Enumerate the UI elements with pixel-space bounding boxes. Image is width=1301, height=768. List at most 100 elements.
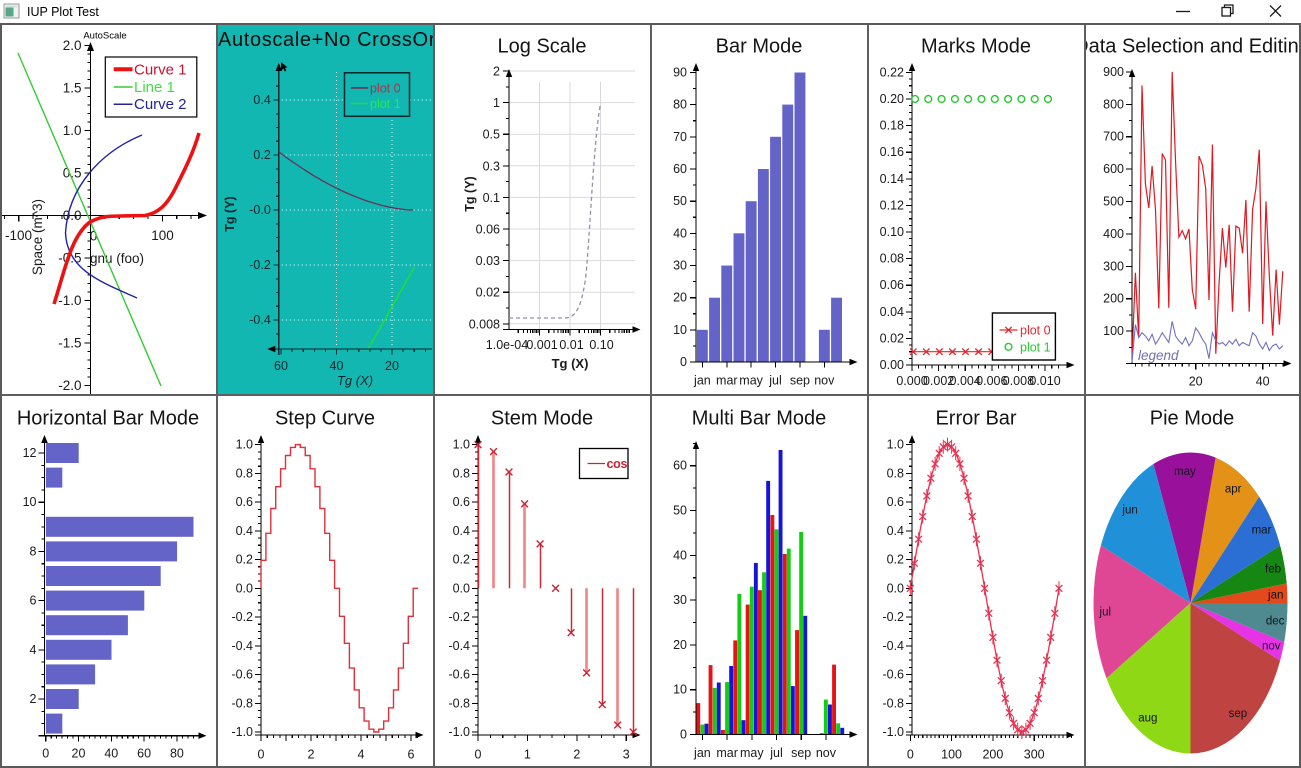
svg-text:0.0: 0.0 xyxy=(63,208,82,223)
svg-text:0.00: 0.00 xyxy=(880,358,904,372)
svg-text:-0.2: -0.2 xyxy=(448,610,470,624)
svg-text:0.000: 0.000 xyxy=(896,374,927,388)
svg-text:Multi Bar Mode: Multi Bar Mode xyxy=(692,408,827,430)
svg-text:Curve 2: Curve 2 xyxy=(134,96,187,113)
svg-text:0.3: 0.3 xyxy=(483,159,500,173)
svg-text:0.22: 0.22 xyxy=(880,65,904,79)
svg-text:40: 40 xyxy=(104,747,118,761)
svg-text:legend: legend xyxy=(1138,348,1179,363)
svg-text:-0.8: -0.8 xyxy=(231,696,253,710)
svg-text:jan: jan xyxy=(693,374,711,388)
svg-text:0: 0 xyxy=(258,748,265,762)
svg-text:Curve 1: Curve 1 xyxy=(134,61,187,78)
svg-text:0.02: 0.02 xyxy=(476,286,500,300)
svg-text:10: 10 xyxy=(673,683,687,697)
svg-text:cos: cos xyxy=(607,457,628,471)
svg-text:500: 500 xyxy=(1103,195,1124,209)
svg-text:6: 6 xyxy=(408,748,415,762)
svg-text:0.4: 0.4 xyxy=(453,524,470,538)
svg-text:-0.8: -0.8 xyxy=(448,696,470,710)
svg-text:Marks Mode: Marks Mode xyxy=(921,36,1031,58)
svg-text:1: 1 xyxy=(524,748,531,762)
svg-text:60: 60 xyxy=(673,162,687,176)
svg-text:-0.4: -0.4 xyxy=(448,639,470,653)
svg-text:Tg (X): Tg (X) xyxy=(337,373,373,388)
svg-text:Autoscale+No CrossOrigin: Autoscale+No CrossOrigin xyxy=(218,29,433,51)
svg-text:may: may xyxy=(739,374,763,388)
svg-text:40: 40 xyxy=(330,359,344,373)
svg-text:mar: mar xyxy=(716,746,738,760)
svg-text:0: 0 xyxy=(907,748,914,762)
svg-text:plot 0: plot 0 xyxy=(370,81,401,95)
svg-text:0.8: 0.8 xyxy=(887,466,904,480)
svg-text:10: 10 xyxy=(673,323,687,337)
svg-text:0: 0 xyxy=(42,747,49,761)
svg-text:12: 12 xyxy=(23,446,37,460)
svg-text:20: 20 xyxy=(385,359,399,373)
svg-text:-1.0: -1.0 xyxy=(231,725,253,739)
svg-text:30: 30 xyxy=(673,259,687,273)
svg-text:40: 40 xyxy=(673,226,687,240)
svg-text:0.008: 0.008 xyxy=(469,317,500,331)
svg-text:400: 400 xyxy=(1103,227,1124,241)
svg-text:0.06: 0.06 xyxy=(880,278,904,292)
svg-text:0.8: 0.8 xyxy=(453,466,470,480)
svg-text:-0.8: -0.8 xyxy=(882,696,904,710)
svg-text:Log Scale: Log Scale xyxy=(498,36,587,58)
svg-text:0.06: 0.06 xyxy=(476,223,500,237)
svg-text:sep: sep xyxy=(790,374,810,388)
svg-text:0.4: 0.4 xyxy=(253,93,270,107)
svg-text:Tg (Y): Tg (Y) xyxy=(223,196,237,231)
svg-text:60: 60 xyxy=(274,359,288,373)
svg-text:plot 0: plot 0 xyxy=(1020,324,1051,338)
svg-text:90: 90 xyxy=(673,66,687,80)
svg-text:0.10: 0.10 xyxy=(589,338,613,352)
svg-text:0.02: 0.02 xyxy=(880,331,904,345)
svg-text:IUP Plot Test: IUP Plot Test xyxy=(27,5,99,19)
svg-text:20: 20 xyxy=(673,291,687,305)
svg-text:0.8: 0.8 xyxy=(236,466,253,480)
svg-text:-0.2: -0.2 xyxy=(882,610,904,624)
svg-text:jun: jun xyxy=(1121,504,1137,516)
svg-text:2: 2 xyxy=(493,65,500,79)
svg-text:300: 300 xyxy=(1024,748,1045,762)
svg-text:-1.0: -1.0 xyxy=(58,293,81,308)
svg-text:3: 3 xyxy=(623,748,630,762)
svg-text:0: 0 xyxy=(90,229,98,244)
svg-text:4: 4 xyxy=(358,748,365,762)
svg-text:0.01: 0.01 xyxy=(559,338,583,352)
svg-text:jan: jan xyxy=(693,746,711,760)
svg-text:0.20: 0.20 xyxy=(880,92,904,106)
svg-text:0.10: 0.10 xyxy=(880,225,904,239)
svg-text:-0.4: -0.4 xyxy=(249,313,271,327)
svg-text:1.0: 1.0 xyxy=(453,438,470,452)
svg-text:-0.6: -0.6 xyxy=(448,668,470,682)
svg-text:0.006: 0.006 xyxy=(976,374,1007,388)
svg-text:0: 0 xyxy=(680,728,687,742)
svg-text:100: 100 xyxy=(151,228,174,243)
svg-text:100: 100 xyxy=(1103,324,1124,338)
svg-text:20: 20 xyxy=(1189,375,1203,389)
svg-text:700: 700 xyxy=(1103,130,1124,144)
svg-text:40: 40 xyxy=(1256,375,1270,389)
svg-text:nov: nov xyxy=(814,374,835,388)
svg-text:Tg (X): Tg (X) xyxy=(552,356,589,371)
svg-text:1.0: 1.0 xyxy=(236,438,253,452)
svg-text:-1.0: -1.0 xyxy=(448,725,470,739)
svg-text:0.16: 0.16 xyxy=(880,145,904,159)
svg-text:Line 1: Line 1 xyxy=(134,79,175,96)
svg-text:jan: jan xyxy=(1267,589,1283,601)
svg-text:2: 2 xyxy=(30,692,37,706)
svg-text:1.0: 1.0 xyxy=(887,438,904,452)
svg-text:Tg (Y): Tg (Y) xyxy=(463,176,477,211)
svg-text:AutoScale: AutoScale xyxy=(83,31,126,42)
svg-text:-100: -100 xyxy=(5,228,32,243)
svg-text:feb: feb xyxy=(1265,564,1281,576)
svg-text:0.2: 0.2 xyxy=(236,553,253,567)
svg-text:0.6: 0.6 xyxy=(887,495,904,509)
svg-text:aug: aug xyxy=(1138,713,1157,725)
svg-text:0.2: 0.2 xyxy=(887,553,904,567)
svg-text:1.5: 1.5 xyxy=(63,81,82,96)
svg-text:gnu (foo): gnu (foo) xyxy=(90,251,144,266)
svg-text:mar: mar xyxy=(1252,524,1272,536)
